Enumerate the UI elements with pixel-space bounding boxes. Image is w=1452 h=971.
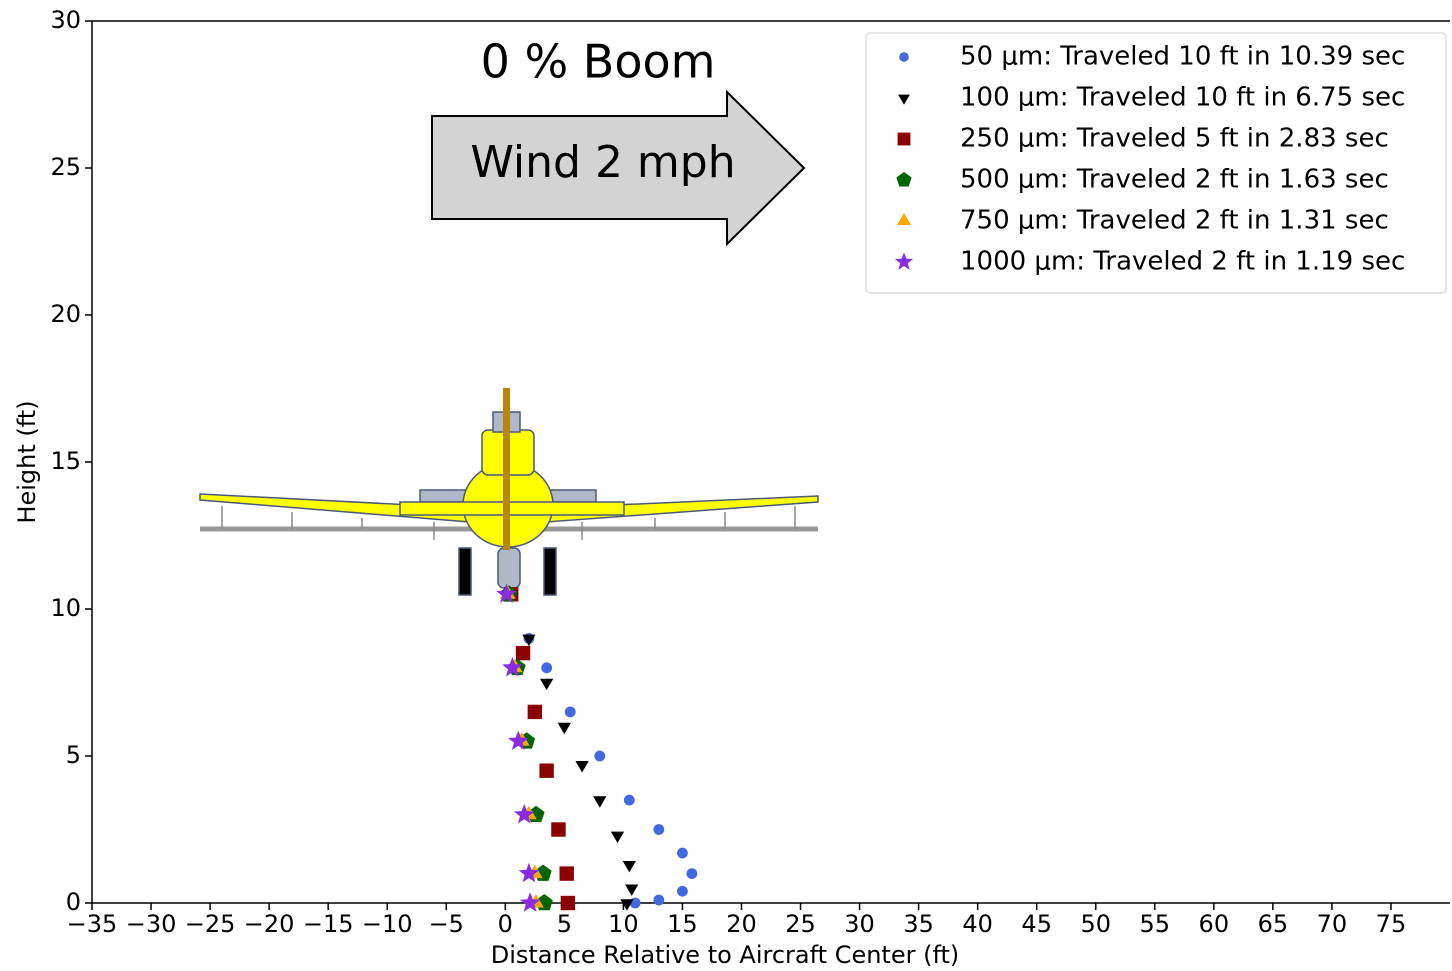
legend-label: 500 μm: Traveled 2 ft in 1.63 sec [960,165,1389,195]
x-tick-label: 75 [1376,910,1407,938]
legend-label: 250 μm: Traveled 5 ft in 2.83 sec [960,124,1389,154]
chart: Wind 2 mph 0 % Boom 0 5 10 15 20 25 30 −35 −30 −2… [0,0,1452,971]
x-tick-label: 5 [557,910,572,938]
x-tick-label: 35 [903,910,934,938]
point [516,646,530,660]
propeller [503,388,510,550]
legend-label: 100 μm: Traveled 10 ft in 6.75 sec [960,83,1405,113]
x-tick-label: −5 [429,910,464,938]
point [594,751,605,762]
legend-marker [899,52,909,62]
x-tick-label: 65 [1258,910,1289,938]
point [560,866,574,880]
point [551,822,565,836]
y-tick-label: 5 [66,741,81,769]
point [575,761,588,773]
legend-marker [898,133,911,146]
wheel [544,548,556,595]
x-tick-label: −10 [362,910,413,938]
point [540,679,553,690]
x-tick-label: −25 [185,910,236,938]
point [653,895,664,906]
y-axis-label: Height (ft) [13,400,41,523]
point [624,795,635,806]
x-axis-label: Distance Relative to Aircraft Center (ft… [491,941,960,969]
point [528,705,542,719]
x-tick-label: 0 [498,910,513,938]
point [611,832,624,843]
x-tick-label: −20 [244,910,295,938]
x-tick-label: 10 [608,910,639,938]
point [677,886,688,897]
x-tick-label: 40 [962,910,993,938]
x-tick-label: 30 [844,910,875,938]
point [677,848,688,859]
wheel [459,548,471,595]
point [520,892,541,912]
x-tick-label: 50 [1080,910,1111,938]
x-tick-label: 70 [1317,910,1348,938]
series-0 [506,589,697,909]
series-1 [505,591,639,911]
aircraft [200,388,818,595]
y-tick-label: 30 [50,6,81,34]
point [519,863,540,883]
x-tick-label: 55 [1140,910,1171,938]
point [558,723,571,735]
legend: 50 μm: Traveled 10 ft in 10.39 sec 100 μm… [866,33,1446,293]
point [593,796,606,808]
point [686,868,697,879]
wind-label: Wind 2 mph [470,137,735,188]
legend-label: 750 μm: Traveled 2 ft in 1.31 sec [960,206,1389,236]
boom-label: 0 % Boom [481,35,716,89]
stabilizer [400,502,624,515]
x-tick-label: −30 [126,910,177,938]
point [561,896,575,910]
x-tick-label: 20 [726,910,757,938]
x-tick-label: 45 [1021,910,1052,938]
legend-label: 1000 μm: Traveled 2 ft in 1.19 sec [960,247,1405,277]
y-tick-label: 15 [50,447,81,475]
legend-label: 50 μm: Traveled 10 ft in 10.39 sec [960,42,1405,72]
y-tick-label: 10 [50,594,81,622]
x-tick-label: 15 [667,910,698,938]
point [541,662,552,673]
x-tick-label: −15 [303,910,354,938]
y-tick-label: 20 [50,300,81,328]
series-2 [504,587,575,910]
series-5 [496,584,540,912]
wind-arrow: Wind 2 mph [432,92,804,244]
point [653,824,664,835]
point [565,707,576,718]
x-tick-label: −35 [67,910,118,938]
gear [498,548,520,588]
x-tick-label: 25 [785,910,816,938]
point [539,764,553,778]
point [623,861,636,872]
x-tick-label: 60 [1199,910,1230,938]
point [625,885,638,896]
y-tick-label: 25 [50,153,81,181]
